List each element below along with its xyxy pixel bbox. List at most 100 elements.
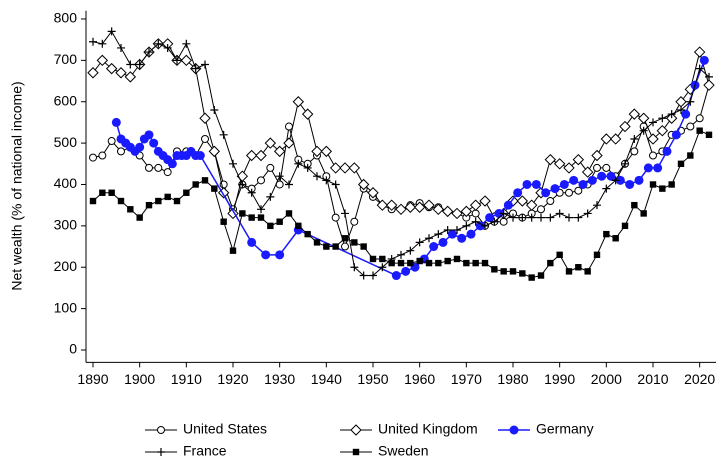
marker <box>453 225 461 234</box>
marker <box>513 188 523 198</box>
marker <box>378 263 387 272</box>
marker <box>597 171 607 181</box>
y-tick-label: 700 <box>54 51 78 67</box>
marker <box>292 96 305 108</box>
marker <box>583 209 592 218</box>
marker <box>149 138 159 148</box>
marker <box>217 187 230 199</box>
marker <box>628 108 641 120</box>
marker <box>575 264 582 271</box>
marker <box>276 218 283 225</box>
marker <box>687 152 694 159</box>
legend-label: United Kingdom <box>378 421 478 437</box>
marker <box>229 159 237 168</box>
marker <box>360 243 367 250</box>
marker <box>180 54 193 67</box>
marker <box>107 27 116 36</box>
marker <box>136 214 143 221</box>
marker <box>111 117 121 127</box>
marker <box>649 181 657 188</box>
marker <box>376 199 389 211</box>
marker <box>463 259 470 267</box>
marker <box>662 146 672 156</box>
marker <box>438 237 448 247</box>
marker <box>331 180 340 189</box>
marker <box>499 209 508 218</box>
marker <box>703 79 715 91</box>
x-tick-label: 1940 <box>311 371 342 387</box>
y-tick-label: 400 <box>54 175 78 191</box>
marker <box>239 210 246 217</box>
marker <box>367 187 379 199</box>
marker <box>705 72 713 81</box>
marker <box>357 178 370 191</box>
marker <box>696 127 703 134</box>
marker <box>211 185 218 192</box>
marker <box>462 221 471 230</box>
legend-item: United Kingdom <box>340 421 478 437</box>
marker <box>285 180 293 189</box>
marker <box>471 217 480 226</box>
marker <box>391 271 401 281</box>
marker <box>630 134 639 143</box>
marker <box>643 163 653 173</box>
marker <box>167 159 177 169</box>
marker <box>351 239 358 246</box>
legend-label: Sweden <box>378 443 429 459</box>
legend-item: Germany <box>498 421 594 437</box>
legend-marker <box>352 448 360 456</box>
marker <box>98 151 107 160</box>
marker <box>547 259 554 267</box>
marker <box>416 257 423 265</box>
marker <box>245 149 258 162</box>
marker <box>350 263 359 272</box>
marker <box>163 43 172 52</box>
marker <box>313 172 321 181</box>
marker <box>191 64 200 73</box>
marker <box>649 118 657 127</box>
marker <box>429 242 439 252</box>
marker <box>522 179 532 189</box>
y-tick-label: 300 <box>54 217 78 233</box>
marker <box>107 137 116 146</box>
marker <box>295 222 302 230</box>
marker <box>693 46 706 58</box>
marker <box>667 110 676 119</box>
marker <box>584 268 591 275</box>
marker <box>332 243 339 250</box>
marker <box>612 235 619 242</box>
marker <box>210 106 219 115</box>
marker <box>503 200 513 210</box>
marker <box>247 237 257 247</box>
marker <box>404 201 417 213</box>
marker <box>537 205 545 214</box>
marker <box>479 195 491 207</box>
marker <box>591 149 603 162</box>
x-tick-label: 1990 <box>544 371 575 387</box>
marker <box>397 250 405 259</box>
marker <box>435 259 442 267</box>
marker <box>572 153 585 166</box>
marker <box>553 158 566 170</box>
marker <box>413 201 426 213</box>
marker <box>441 205 454 218</box>
legend-label: Germany <box>536 421 594 437</box>
marker <box>555 209 564 218</box>
marker <box>639 126 648 135</box>
marker <box>705 131 713 139</box>
marker <box>99 189 106 196</box>
marker <box>96 54 109 67</box>
marker <box>401 266 411 276</box>
legend-label: France <box>183 443 227 459</box>
marker <box>98 39 107 48</box>
marker <box>397 259 405 267</box>
marker <box>201 177 209 184</box>
marker <box>183 189 190 196</box>
marker <box>266 192 275 201</box>
marker <box>677 106 685 115</box>
marker <box>581 166 594 178</box>
x-tick-label: 1900 <box>124 371 155 387</box>
marker <box>615 175 625 185</box>
marker <box>481 259 489 267</box>
marker <box>145 48 153 57</box>
